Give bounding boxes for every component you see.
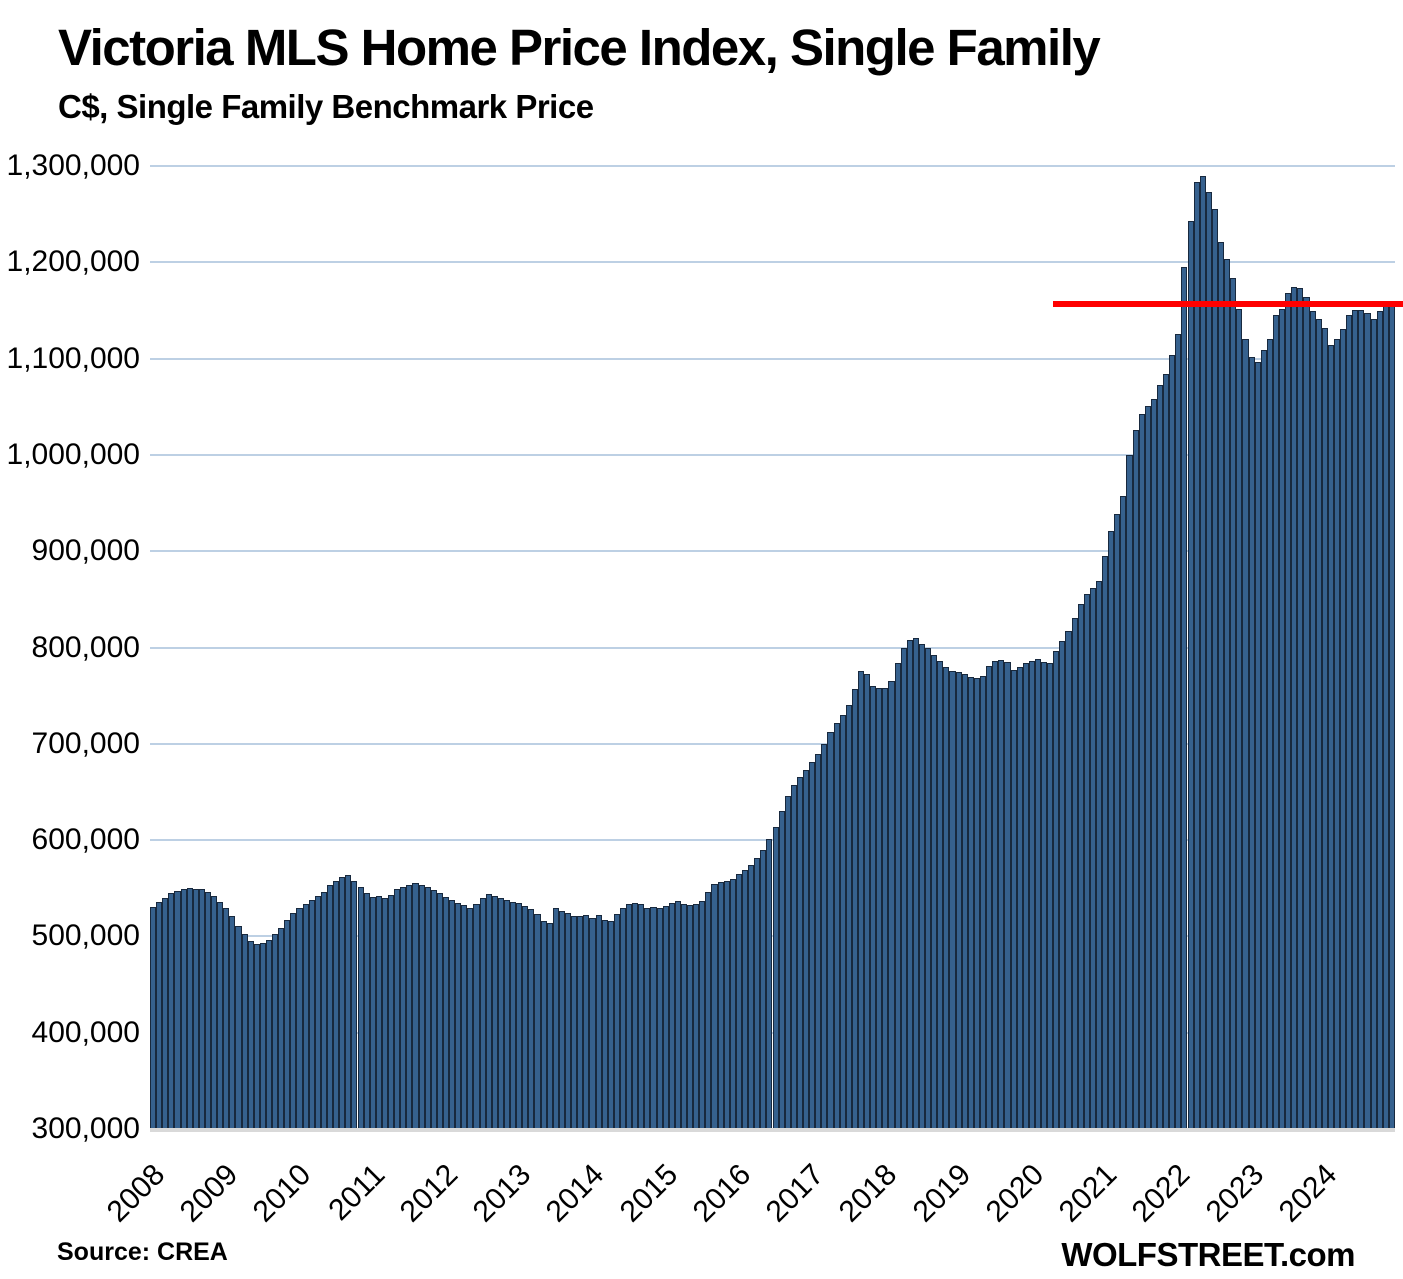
chart-title: Victoria MLS Home Price Index, Single Fa… <box>58 19 1101 76</box>
gridline <box>150 165 1395 167</box>
gridline <box>150 550 1395 553</box>
y-axis-label: 600,000 <box>31 823 140 857</box>
chart-subtitle: C$, Single Family Benchmark Price <box>58 88 594 125</box>
bar <box>1388 303 1395 1129</box>
y-axis-label: 700,000 <box>31 726 140 760</box>
y-axis-label: 1,300,000 <box>6 149 140 182</box>
brand-wolfstreet: WOLFSTREET.com <box>1061 1236 1355 1273</box>
gridline <box>150 357 1395 360</box>
plot-area <box>150 165 1395 1129</box>
x-axis-line <box>150 1128 1395 1132</box>
y-axis-label: 400,000 <box>31 1015 140 1049</box>
y-axis-label: 900,000 <box>31 534 140 568</box>
y-axis-label: 800,000 <box>31 630 140 664</box>
y-axis-label: 1,000,000 <box>6 437 140 471</box>
y-axis-label: 500,000 <box>31 919 140 953</box>
gridline <box>150 742 1395 745</box>
y-axis-label: 300,000 <box>31 1112 140 1145</box>
gridline <box>150 646 1395 649</box>
gridline <box>150 453 1395 456</box>
y-axis-label: 1,100,000 <box>6 341 140 375</box>
reference-line <box>1053 300 1403 307</box>
y-axis-label: 1,200,000 <box>6 245 140 279</box>
gridline <box>150 261 1395 264</box>
source-note: Source: CREA <box>57 1238 228 1266</box>
